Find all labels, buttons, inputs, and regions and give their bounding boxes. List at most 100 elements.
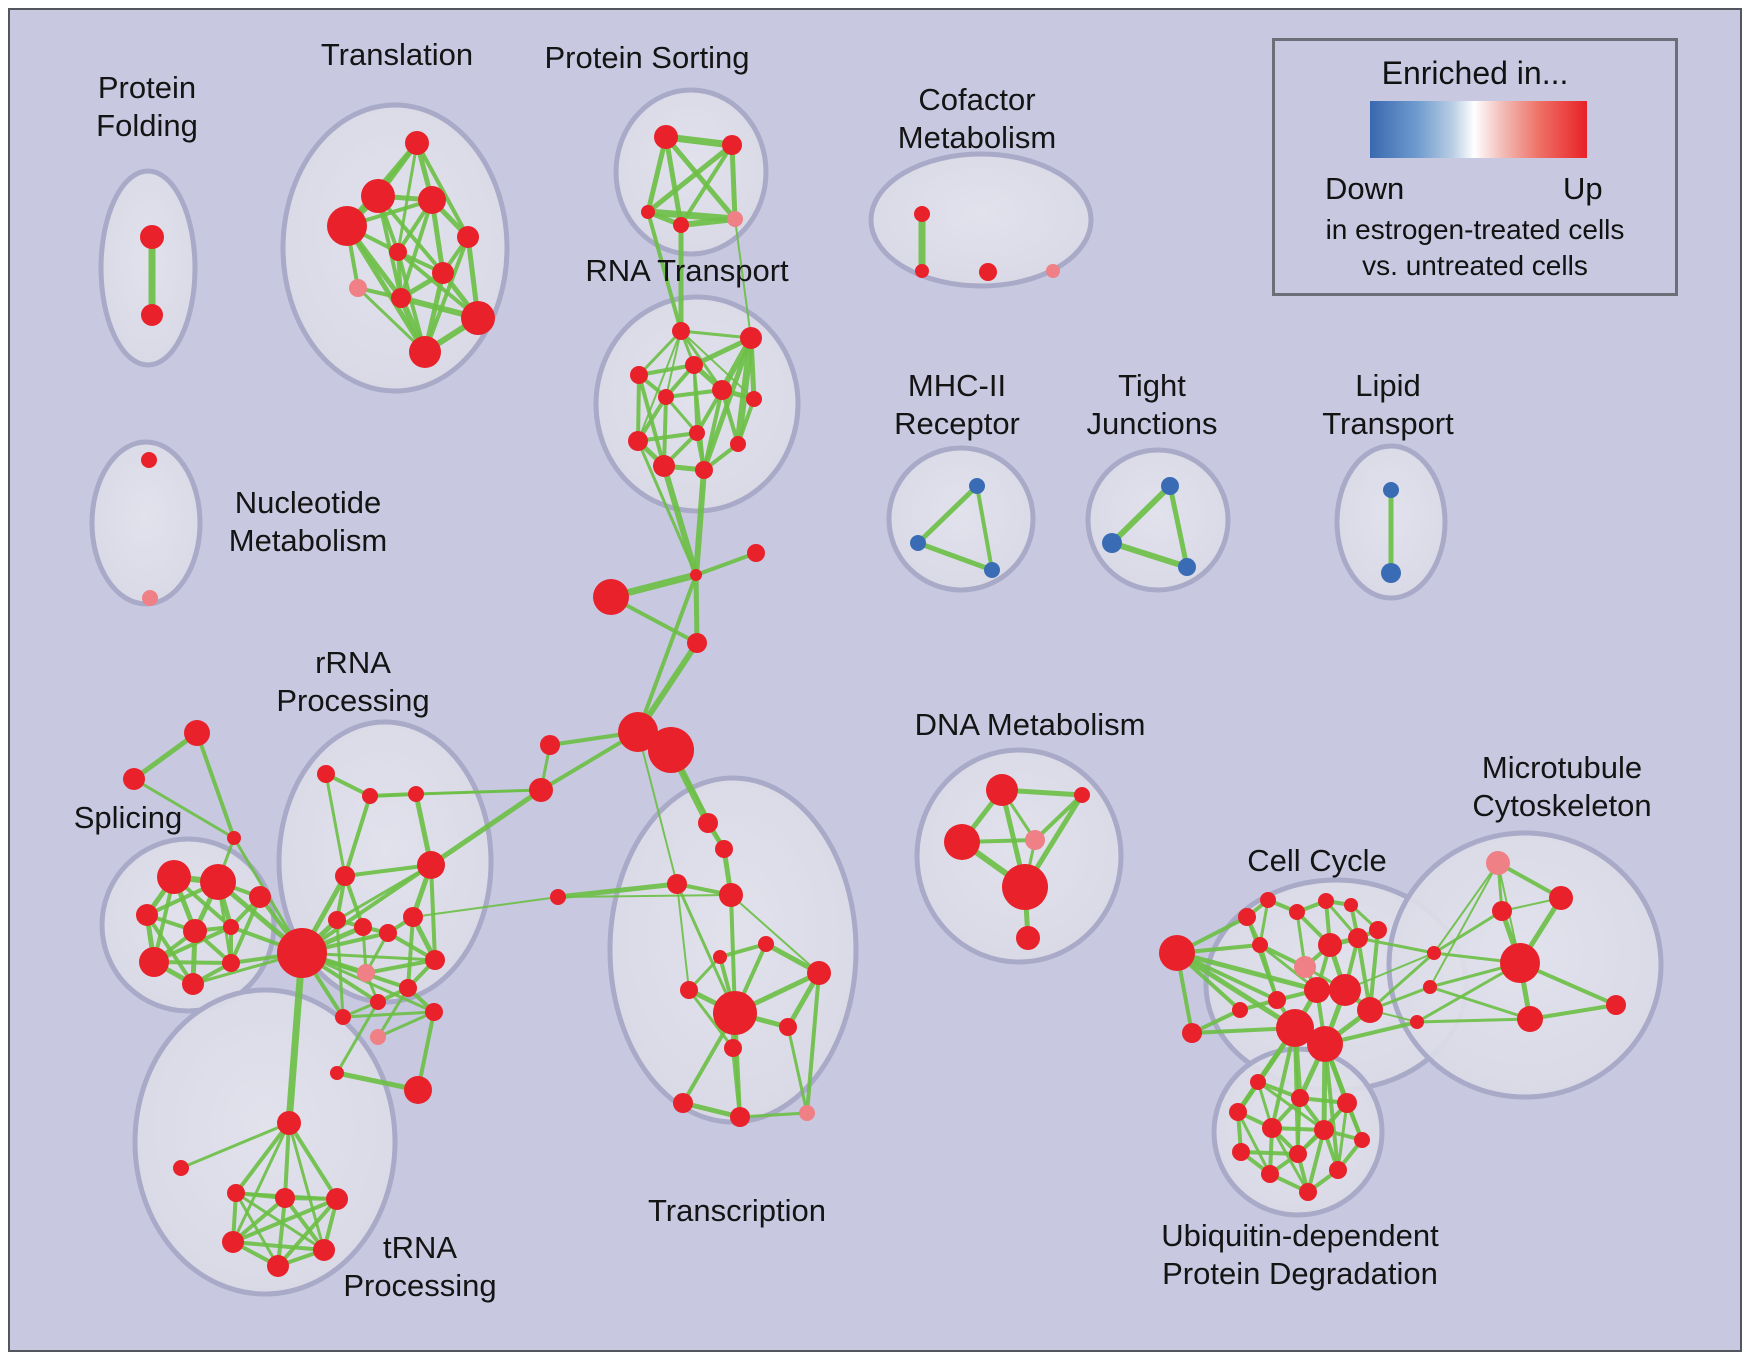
- edge-rna_transport: [679, 329, 753, 340]
- gene-set-node-protein_folding-1: [141, 304, 163, 326]
- gene-set-node-trna-3: [326, 1188, 348, 1210]
- gene-set-node-tight_junctions-1: [1102, 533, 1122, 553]
- edge-mhc: [915, 540, 995, 573]
- edge-connectors-rrna: [376, 986, 410, 1039]
- gene-set-node-ubiquitin-4: [1262, 1118, 1282, 1138]
- edge-ubiquitin: [1306, 1128, 1326, 1194]
- edge-trna: [231, 1196, 287, 1244]
- gene-set-node-connectors-7: [529, 778, 553, 802]
- cluster-ellipse-trna: [132, 987, 398, 1297]
- gene-set-node-translation-3: [418, 186, 446, 214]
- edge-rrna: [406, 915, 415, 990]
- gene-set-node-cofactor-3: [1046, 264, 1060, 278]
- gene-set-node-transcription-5: [713, 950, 727, 964]
- gene-set-node-ubiquitin-0: [1250, 1074, 1266, 1090]
- edge-rna_transport: [636, 373, 641, 443]
- edge-tight_junctions: [1109, 540, 1190, 570]
- legend-gradient-bar: [1370, 101, 1587, 158]
- edge-translation: [396, 250, 480, 320]
- gene-set-node-rna_transport-10: [695, 461, 713, 479]
- cluster-label-transcription-line1: Transcription: [648, 1193, 826, 1228]
- gene-set-node-ubiquitin-7: [1232, 1143, 1250, 1161]
- gene-set-node-microtubule-2: [1492, 901, 1512, 921]
- gene-set-node-connectors-12: [330, 1066, 344, 1080]
- edge-connectors: [694, 551, 758, 577]
- edge-ubiquitin: [1336, 1101, 1349, 1172]
- gene-set-node-cofactor-1: [915, 264, 929, 278]
- edge-transcription: [738, 1111, 809, 1119]
- gene-set-node-mhc-2: [984, 562, 1000, 578]
- cluster-label-protein_folding-line1: Protein: [98, 70, 196, 105]
- edge-trna: [276, 1196, 287, 1268]
- gene-set-node-translation-4: [457, 226, 479, 248]
- gene-set-node-translation-7: [349, 279, 367, 297]
- edge-trna: [231, 1121, 291, 1244]
- gene-set-node-ubiquitin-1: [1291, 1089, 1309, 1107]
- edge-trna: [179, 1121, 291, 1170]
- cluster-ellipse-protein_folding: [98, 168, 198, 368]
- gene-set-node-rna_transport-1: [740, 327, 762, 349]
- gene-set-node-cell_cycle-11: [1329, 974, 1361, 1006]
- gene-set-node-cell_cycle-6: [1252, 937, 1268, 953]
- edge-connectors: [636, 573, 698, 734]
- edge-microtubule: [1428, 985, 1532, 1021]
- gene-set-node-microtubule-1: [1549, 886, 1573, 910]
- gene-set-node-transcription-12: [673, 1093, 693, 1113]
- gene-set-node-cell_cycle-7: [1294, 956, 1316, 978]
- edge-mhc: [975, 484, 994, 572]
- gene-set-node-rna_transport-11: [730, 436, 746, 452]
- edge-rrna: [300, 863, 433, 955]
- cluster-label-ubiquitin-line1: Ubiquitin-dependent: [1161, 1218, 1439, 1253]
- gene-set-node-splicing-1: [200, 864, 236, 900]
- edge-rna_transport: [662, 395, 668, 468]
- edge-connectors-transcription: [637, 731, 678, 885]
- edge-cell_cycle-microtubule: [1344, 952, 1435, 991]
- gene-set-node-splicing-8: [249, 886, 271, 908]
- gene-set-node-translation-10: [409, 336, 441, 368]
- gene-set-node-rrna-9: [425, 950, 445, 970]
- cluster-label-tight_junctions-line2: Junctions: [1087, 406, 1218, 441]
- edge-translation: [415, 141, 470, 239]
- edge-trna: [231, 1197, 339, 1244]
- gene-set-node-cell_cycle-2: [1260, 892, 1276, 908]
- gene-set-node-rna_transport-5: [712, 380, 732, 400]
- cluster-label-translation-line1: Translation: [321, 37, 473, 72]
- gene-set-node-dna-5: [1016, 926, 1040, 950]
- edge-connectors-rrna: [376, 1010, 436, 1039]
- gene-set-node-translation-6: [432, 262, 454, 284]
- gene-set-node-rrna-4: [335, 866, 355, 886]
- gene-set-node-connectors-0: [690, 569, 702, 581]
- edge-ubiquitin: [1236, 1110, 1272, 1176]
- gene-set-node-tight_junctions-2: [1178, 558, 1196, 576]
- gene-set-node-connectors-11: [404, 1076, 432, 1104]
- edge-trna: [287, 1121, 326, 1252]
- gene-set-node-connectors-5: [648, 727, 694, 773]
- cluster-label-tight_junctions-line1: Tight: [1118, 368, 1186, 403]
- gene-set-node-connectors-1: [747, 544, 765, 562]
- gene-set-node-protein_sorting-3: [673, 217, 689, 233]
- edge-cell_cycle-microtubule: [1356, 936, 1436, 955]
- edge-microtubule: [1429, 862, 1499, 988]
- gene-set-node-microtubule-8: [1410, 1015, 1424, 1029]
- gene-set-node-translation-0: [405, 131, 429, 155]
- edge-rna_transport: [692, 363, 706, 472]
- gene-set-node-rrna-12: [370, 994, 386, 1010]
- gene-set-nodes-layer: [123, 125, 1626, 1277]
- edge-transcription: [555, 881, 680, 900]
- gene-set-node-protein_folding-0: [140, 225, 164, 249]
- gene-set-node-trna-6: [267, 1255, 289, 1277]
- gene-set-node-cell_cycle-15: [1276, 1009, 1314, 1047]
- gene-set-node-protein_sorting-4: [727, 211, 743, 227]
- cluster-label-mhc-line2: Receptor: [894, 406, 1020, 441]
- edge-connectors: [131, 730, 200, 782]
- cluster-label-cell_cycle-line1: Cell Cycle: [1247, 843, 1387, 878]
- edge-connectors-rrna: [428, 787, 544, 868]
- gene-set-node-ubiquitin-2: [1337, 1093, 1357, 1113]
- gene-set-node-connectors-6: [540, 735, 560, 755]
- gene-set-node-ubiquitin-3: [1229, 1103, 1247, 1121]
- cluster-label-trna-line1: tRNA: [383, 1230, 457, 1265]
- edge-dna: [1033, 793, 1084, 842]
- gene-set-node-rna_transport-9: [653, 455, 675, 477]
- edge-cell_cycle: [1245, 915, 1279, 1002]
- edge-rrna: [429, 863, 437, 962]
